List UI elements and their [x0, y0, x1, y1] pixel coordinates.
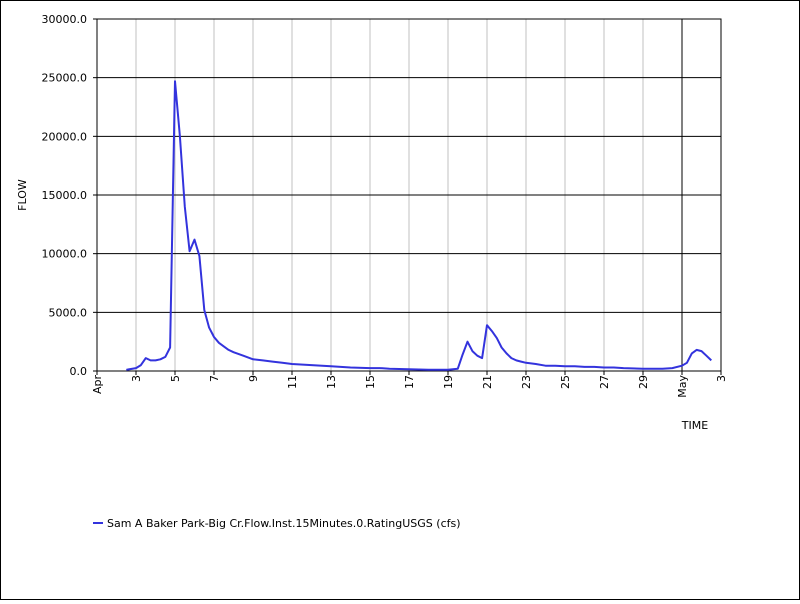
y-tick-label: 25000.0 — [42, 72, 88, 85]
x-tick-label: 15 — [364, 375, 377, 389]
y-tick-label: 5000.0 — [49, 306, 88, 319]
x-tick-label: 23 — [520, 375, 533, 389]
legend-swatch — [93, 522, 103, 524]
y-tick-label: 10000.0 — [42, 248, 88, 261]
x-tick-label: 19 — [442, 375, 455, 389]
x-tick-label: 11 — [286, 375, 299, 389]
y-axis-label: FLOW — [16, 179, 29, 211]
series-line — [126, 80, 712, 371]
legend: Sam A Baker Park-Big Cr.Flow.Inst.15Minu… — [93, 515, 461, 531]
x-tick-label: 3 — [130, 375, 143, 382]
x-tick-label: 3 — [715, 375, 728, 382]
x-axis-label: TIME — [681, 419, 708, 432]
x-tick-label: Apr — [91, 375, 104, 395]
x-tick-label: 13 — [325, 375, 338, 389]
x-tick-label: 7 — [208, 375, 221, 382]
x-tick-label: 29 — [637, 375, 650, 389]
y-tick-label: 15000.0 — [42, 189, 88, 202]
x-axis-ticks: Apr 3 5 7 9 11 13 15 17 19 21 23 25 27 29 May 3 — [91, 371, 728, 398]
legend-label: Sam A Baker Park-Big Cr.Flow.Inst.15Minu… — [107, 516, 461, 530]
x-tick-label: 25 — [559, 375, 572, 389]
x-tick-label: 5 — [169, 375, 182, 382]
y-tick-label: 30000.0 — [42, 13, 88, 26]
y-axis-ticks: 0.0 5000.0 10000.0 15000.0 20000.0 25000.0 300… — [42, 13, 97, 378]
y-tick-label: 20000.0 — [42, 130, 88, 143]
x-tick-label: 9 — [247, 375, 260, 382]
x-tick-label: 21 — [481, 375, 494, 389]
x-tick-label: May — [676, 375, 689, 398]
y-tick-label: 0.0 — [70, 365, 88, 378]
x-tick-label: 27 — [598, 375, 611, 389]
x-tick-label: 17 — [403, 375, 416, 389]
